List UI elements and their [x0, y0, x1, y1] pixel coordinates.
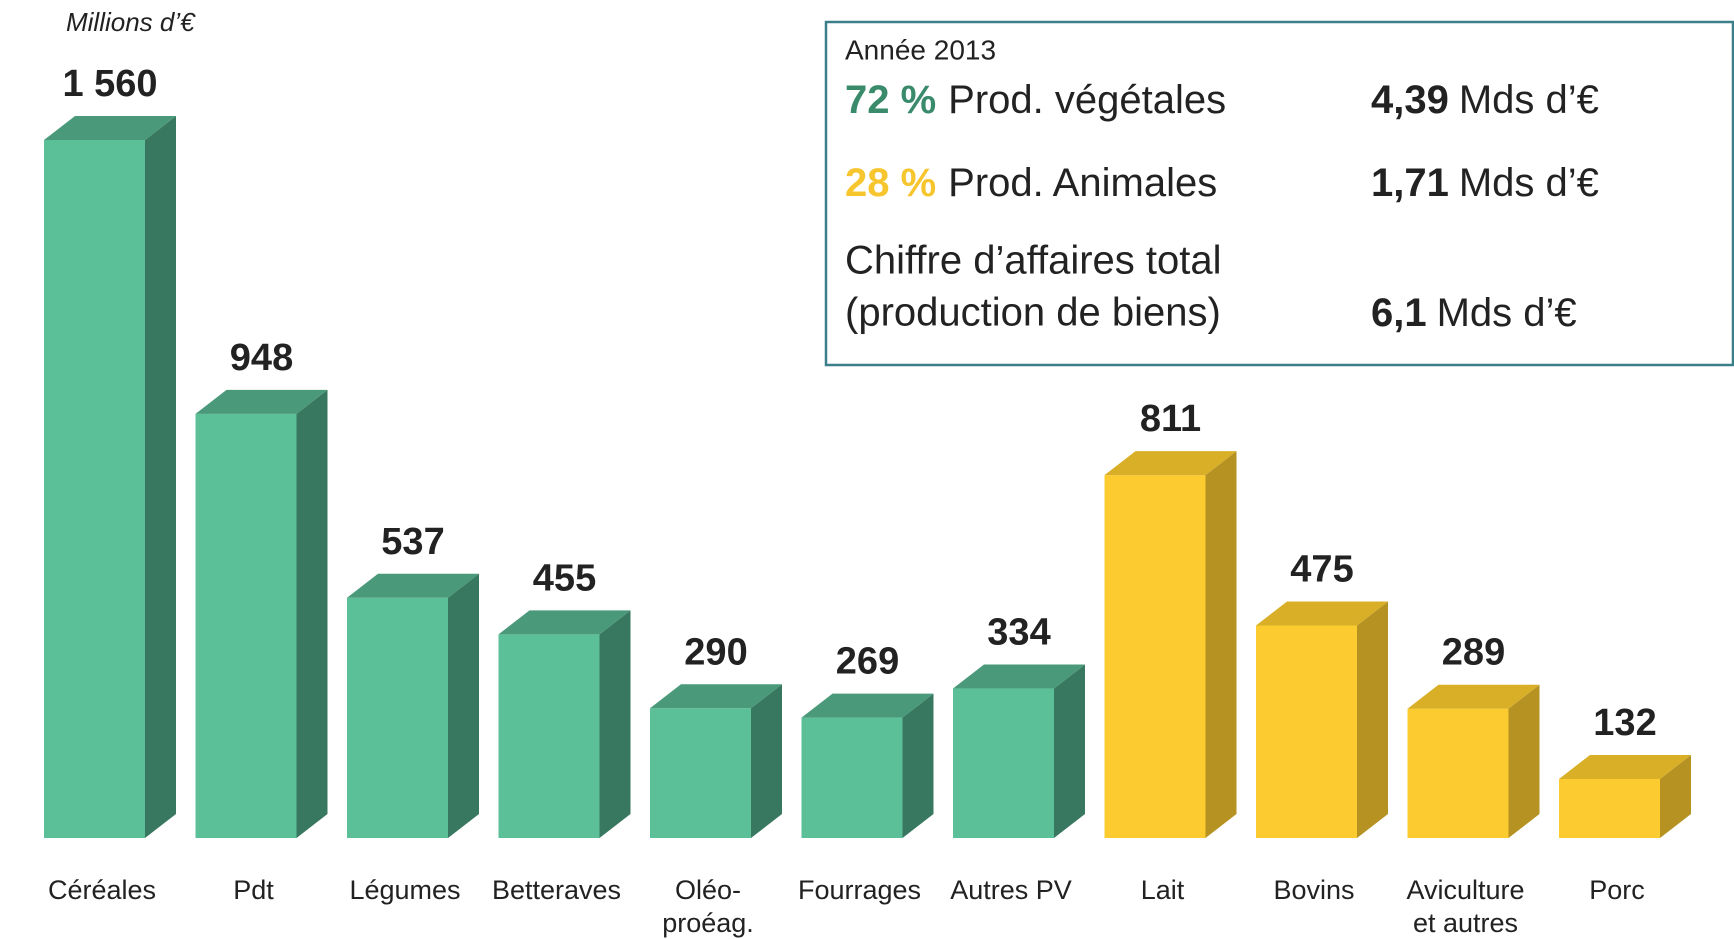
- info-unit: Mds d’€: [1459, 161, 1599, 205]
- info-total-value: 6,1: [1371, 291, 1427, 335]
- bar-front: [498, 634, 600, 838]
- bar-side: [1205, 451, 1237, 838]
- info-unit: Mds d’€: [1459, 78, 1599, 122]
- bar-side: [1054, 664, 1085, 838]
- bar: [1256, 601, 1388, 838]
- bar-side: [448, 573, 479, 838]
- x-tick-label: Bovins: [1273, 875, 1354, 905]
- info-total-unit: Mds d’€: [1437, 291, 1577, 335]
- value-label: 289: [1442, 632, 1505, 674]
- info-amount: 1,71 Mds d’€: [1371, 161, 1599, 205]
- y-label: Millions d’€: [66, 7, 196, 37]
- bar-front: [195, 413, 297, 838]
- bar-front: [1559, 778, 1660, 838]
- bar-side: [902, 693, 934, 838]
- value-label: 269: [836, 641, 899, 683]
- value-label: 1 560: [62, 63, 157, 105]
- bar-side: [751, 684, 782, 838]
- bar-front: [1256, 625, 1357, 838]
- bar-side: [1660, 754, 1691, 838]
- bar-top: [1256, 601, 1388, 626]
- bar-front: [801, 717, 903, 838]
- bar-front: [1407, 708, 1509, 838]
- bar: [1559, 754, 1691, 838]
- bar-top: [953, 664, 1085, 689]
- bar: [953, 664, 1085, 838]
- bar-front: [953, 688, 1054, 838]
- value-label: 537: [381, 521, 444, 563]
- bar-side: [1508, 684, 1540, 838]
- bar: [195, 389, 328, 838]
- bar: [1407, 684, 1540, 838]
- info-box: [824, 20, 1734, 367]
- bar: [44, 116, 176, 838]
- info-label: Prod. Animales: [948, 161, 1217, 205]
- bar-top: [650, 684, 782, 709]
- x-tick-label: Lait: [1141, 875, 1185, 905]
- x-tick-label: Pdt: [233, 875, 274, 905]
- info-total-label: Chiffre d’affaires total: [845, 239, 1222, 283]
- info-percent: 72 %: [845, 78, 936, 122]
- bar-side: [296, 389, 328, 838]
- x-tick-label: Oléo-proéag.: [662, 875, 754, 938]
- info-year: Année 2013: [845, 34, 996, 65]
- value-label: 455: [533, 557, 596, 599]
- info-label: Prod. végétales: [948, 78, 1226, 122]
- info-total-amount: 6,1 Mds d’€: [1371, 291, 1577, 335]
- x-tick-label: Porc: [1589, 875, 1645, 905]
- bar: [1104, 451, 1237, 838]
- x-tick-label: Légumes: [349, 875, 460, 905]
- bar-top: [498, 610, 631, 635]
- info-row: 28 % Prod. Animales: [845, 161, 1217, 205]
- bar-side: [1357, 601, 1388, 838]
- info-amount-value: 1,71: [1371, 161, 1449, 205]
- bar-top: [1104, 451, 1237, 476]
- x-tick-label: Betteraves: [492, 875, 621, 905]
- bar-top: [44, 116, 176, 140]
- value-label: 132: [1593, 702, 1656, 744]
- bar-side: [145, 116, 176, 838]
- bar-top: [195, 389, 328, 414]
- info-row: 72 % Prod. végétales: [845, 78, 1226, 122]
- x-tick-label: Fourrages: [798, 875, 921, 905]
- value-label: 475: [1290, 548, 1353, 590]
- value-label: 948: [230, 337, 293, 379]
- value-label: 811: [1140, 398, 1201, 440]
- info-amount: 4,39 Mds d’€: [1371, 78, 1599, 122]
- bar-front: [44, 140, 145, 838]
- value-label: 290: [684, 631, 747, 673]
- bar-top: [1407, 684, 1540, 709]
- x-tick-label: Autres PV: [950, 875, 1072, 905]
- x-tick-label: Céréales: [48, 875, 156, 905]
- bar: [801, 693, 934, 838]
- info-total-label: (production de biens): [845, 291, 1221, 335]
- info-amount-value: 4,39: [1371, 78, 1449, 122]
- bar-top: [1559, 754, 1691, 779]
- bar-front: [347, 597, 448, 838]
- value-label: 334: [987, 612, 1050, 654]
- info-percent: 28 %: [845, 161, 936, 205]
- bar-front: [1104, 475, 1206, 838]
- bar-front: [650, 708, 751, 838]
- bar-top: [347, 573, 479, 598]
- bar: [498, 610, 631, 838]
- x-tick-label: Aviculture et autres: [1406, 875, 1524, 938]
- bar: [347, 573, 479, 838]
- bar-top: [801, 693, 934, 718]
- bar-side: [599, 610, 631, 838]
- bar: [650, 684, 782, 838]
